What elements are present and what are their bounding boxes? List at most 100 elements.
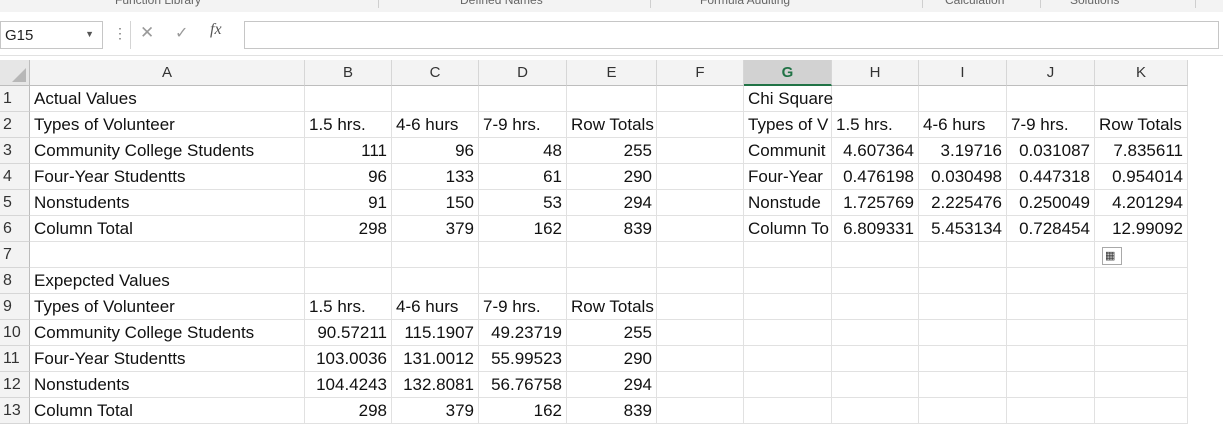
more-options-icon[interactable]: ⋮	[113, 25, 127, 41]
cell-i10[interactable]	[919, 320, 1007, 346]
cell-f3[interactable]	[657, 138, 744, 164]
row-header-7[interactable]: 7	[0, 242, 30, 268]
cell-j8[interactable]	[1007, 268, 1095, 294]
column-header-h[interactable]: H	[832, 60, 919, 86]
cell-e5[interactable]: 294	[567, 190, 657, 216]
cell-h12[interactable]	[832, 372, 919, 398]
cell-i12[interactable]	[919, 372, 1007, 398]
cell-g2[interactable]: Types of V	[744, 112, 832, 138]
cell-j5[interactable]: 0.250049	[1007, 190, 1095, 216]
cell-f10[interactable]	[657, 320, 744, 346]
cell-c8[interactable]	[392, 268, 479, 294]
cell-j2[interactable]: 7-9 hrs.	[1007, 112, 1095, 138]
cell-d8[interactable]	[479, 268, 567, 294]
cell-c11[interactable]: 131.0012	[392, 346, 479, 372]
cell-f2[interactable]	[657, 112, 744, 138]
cell-d5[interactable]: 53	[479, 190, 567, 216]
cell-h3[interactable]: 4.607364	[832, 138, 919, 164]
column-header-e[interactable]: E	[567, 60, 657, 86]
cell-j11[interactable]	[1007, 346, 1095, 372]
cell-b3[interactable]: 111	[305, 138, 392, 164]
cell-e8[interactable]	[567, 268, 657, 294]
cell-j6[interactable]: 0.728454	[1007, 216, 1095, 242]
cell-h2[interactable]: 1.5 hrs.	[832, 112, 919, 138]
cell-b6[interactable]: 298	[305, 216, 392, 242]
cell-e11[interactable]: 290	[567, 346, 657, 372]
cell-b10[interactable]: 90.57211	[305, 320, 392, 346]
cell-a6[interactable]: Column Total	[30, 216, 305, 242]
cell-h5[interactable]: 1.725769	[832, 190, 919, 216]
cell-c10[interactable]: 115.1907	[392, 320, 479, 346]
cell-g5[interactable]: Nonstude	[744, 190, 832, 216]
cell-d7[interactable]	[479, 242, 567, 268]
cell-f11[interactable]	[657, 346, 744, 372]
cell-k1[interactable]	[1095, 86, 1188, 112]
cell-h9[interactable]	[832, 294, 919, 320]
cell-i7[interactable]	[919, 242, 1007, 268]
cell-k9[interactable]	[1095, 294, 1188, 320]
cell-a13[interactable]: Column Total	[30, 398, 305, 424]
cell-h13[interactable]	[832, 398, 919, 424]
cell-h6[interactable]: 6.809331	[832, 216, 919, 242]
cell-e4[interactable]: 290	[567, 164, 657, 190]
cell-d2[interactable]: 7-9 hrs.	[479, 112, 567, 138]
cell-g11[interactable]	[744, 346, 832, 372]
cell-k8[interactable]	[1095, 268, 1188, 294]
cell-d4[interactable]: 61	[479, 164, 567, 190]
cell-e2[interactable]: Row Totals	[567, 112, 657, 138]
cell-k7[interactable]	[1095, 242, 1188, 268]
row-header-1[interactable]: 1	[0, 86, 30, 112]
cell-g9[interactable]	[744, 294, 832, 320]
cell-i13[interactable]	[919, 398, 1007, 424]
cell-g10[interactable]	[744, 320, 832, 346]
cell-a4[interactable]: Four-Year Studentts	[30, 164, 305, 190]
cell-d1[interactable]	[479, 86, 567, 112]
column-header-b[interactable]: B	[305, 60, 392, 86]
cell-g12[interactable]	[744, 372, 832, 398]
ribbon-group-solutions[interactable]: Solutions	[1070, 0, 1120, 7]
column-header-d[interactable]: D	[479, 60, 567, 86]
cell-g13[interactable]	[744, 398, 832, 424]
cell-e13[interactable]: 839	[567, 398, 657, 424]
cell-a1[interactable]: Actual Values	[30, 86, 305, 112]
cell-b9[interactable]: 1.5 hrs.	[305, 294, 392, 320]
cell-a9[interactable]: Types of Volunteer	[30, 294, 305, 320]
cell-h4[interactable]: 0.476198	[832, 164, 919, 190]
cell-c13[interactable]: 379	[392, 398, 479, 424]
cell-h11[interactable]	[832, 346, 919, 372]
cell-g4[interactable]: Four-Year	[744, 164, 832, 190]
ribbon-group-calculation[interactable]: Calculation	[945, 0, 1005, 7]
cell-d11[interactable]: 55.99523	[479, 346, 567, 372]
cell-i9[interactable]	[919, 294, 1007, 320]
cell-j12[interactable]	[1007, 372, 1095, 398]
cell-e9[interactable]: Row Totals	[567, 294, 657, 320]
cell-e1[interactable]	[567, 86, 657, 112]
cell-i4[interactable]: 0.030498	[919, 164, 1007, 190]
cell-h7[interactable]	[832, 242, 919, 268]
cell-f6[interactable]	[657, 216, 744, 242]
formula-input[interactable]	[244, 21, 1219, 49]
cell-f5[interactable]	[657, 190, 744, 216]
row-header-6[interactable]: 6	[0, 216, 30, 242]
cell-k12[interactable]	[1095, 372, 1188, 398]
cell-f13[interactable]	[657, 398, 744, 424]
cell-g3[interactable]: Communit	[744, 138, 832, 164]
column-header-a[interactable]: A	[30, 60, 305, 86]
cell-f8[interactable]	[657, 268, 744, 294]
cell-h1[interactable]	[832, 86, 919, 112]
row-header-8[interactable]: 8	[0, 268, 30, 294]
chevron-down-icon[interactable]: ▼	[85, 29, 94, 39]
cell-b12[interactable]: 104.4243	[305, 372, 392, 398]
cell-k3[interactable]: 7.835611	[1095, 138, 1188, 164]
cell-c3[interactable]: 96	[392, 138, 479, 164]
column-header-g[interactable]: G	[744, 60, 832, 86]
cell-g7[interactable]	[744, 242, 832, 268]
cell-i5[interactable]: 2.225476	[919, 190, 1007, 216]
cell-j13[interactable]	[1007, 398, 1095, 424]
cell-g8[interactable]	[744, 268, 832, 294]
name-box[interactable]: G15 ▼	[0, 21, 103, 49]
cell-k2[interactable]: Row Totals	[1095, 112, 1188, 138]
cell-k13[interactable]	[1095, 398, 1188, 424]
row-header-13[interactable]: 13	[0, 398, 30, 424]
cell-j9[interactable]	[1007, 294, 1095, 320]
